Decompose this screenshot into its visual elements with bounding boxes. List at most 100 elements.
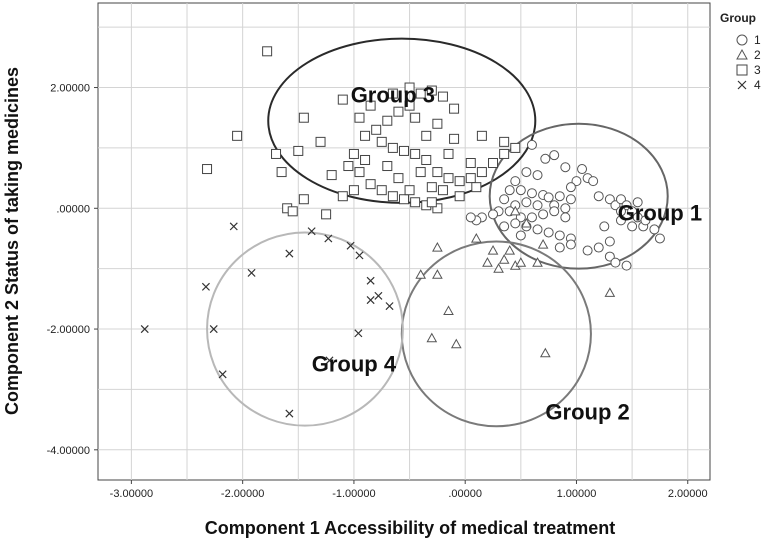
point-group-3 bbox=[404, 100, 415, 111]
point-group-3 bbox=[421, 130, 432, 141]
point-group-3 bbox=[387, 142, 398, 153]
point-group-1 bbox=[604, 194, 615, 205]
point-group-3 bbox=[410, 197, 421, 208]
point-group-3 bbox=[476, 130, 487, 141]
point-group-2 bbox=[604, 287, 616, 297]
point-group-3 bbox=[437, 185, 448, 196]
point-group-3 bbox=[298, 112, 309, 123]
point-group-1 bbox=[540, 153, 551, 164]
point-group-3 bbox=[271, 148, 282, 159]
point-group-3 bbox=[426, 197, 437, 208]
point-group-2 bbox=[504, 245, 516, 255]
point-group-1 bbox=[582, 245, 593, 256]
point-group-3 bbox=[232, 130, 243, 141]
point-group-2 bbox=[515, 257, 527, 267]
point-group-3 bbox=[360, 154, 371, 165]
point-group-4 bbox=[307, 227, 316, 236]
point-group-3 bbox=[454, 176, 465, 187]
point-group-1 bbox=[510, 218, 521, 229]
point-group-1 bbox=[565, 182, 576, 193]
point-group-2 bbox=[426, 332, 438, 343]
point-group-3 bbox=[387, 191, 398, 202]
point-group-3 bbox=[337, 94, 348, 105]
point-group-1 bbox=[488, 209, 499, 220]
ellipse-group-1 bbox=[488, 122, 669, 270]
data-points bbox=[140, 46, 665, 418]
point-group-3 bbox=[371, 124, 382, 135]
point-group-2 bbox=[482, 257, 493, 267]
point-group-3 bbox=[293, 145, 304, 156]
point-group-4 bbox=[140, 325, 149, 334]
point-group-3 bbox=[354, 167, 365, 178]
point-group-3 bbox=[348, 148, 359, 159]
point-group-2 bbox=[539, 347, 551, 358]
point-group-4 bbox=[325, 356, 334, 365]
point-group-1 bbox=[499, 194, 510, 205]
y-tick-label: 2.00000 bbox=[50, 83, 90, 95]
annotation-group-1: Group 1 bbox=[618, 200, 702, 225]
legend-label-4: 4 bbox=[754, 78, 761, 92]
legend-title: Group bbox=[720, 11, 756, 25]
point-group-2 bbox=[450, 338, 462, 349]
legend-marker-2 bbox=[736, 48, 748, 60]
point-group-4 bbox=[247, 268, 256, 277]
x-axis-title: Component 1 Accessibility of medical tre… bbox=[205, 518, 615, 538]
point-group-1 bbox=[588, 176, 599, 187]
point-group-1 bbox=[649, 224, 660, 235]
point-group-3 bbox=[432, 203, 443, 214]
point-group-3 bbox=[476, 167, 487, 178]
group-annotations: Group 3 Group 1 Group 2 Group 4 bbox=[312, 83, 702, 425]
point-group-2 bbox=[470, 232, 482, 243]
point-group-3 bbox=[449, 133, 460, 144]
point-group-1 bbox=[593, 242, 604, 253]
point-group-3 bbox=[315, 136, 326, 147]
point-group-3 bbox=[499, 136, 510, 147]
point-group-3 bbox=[393, 106, 404, 117]
point-group-2 bbox=[498, 254, 510, 264]
point-group-3 bbox=[376, 185, 387, 196]
point-group-4 bbox=[285, 249, 294, 258]
point-group-1 bbox=[604, 251, 615, 262]
point-group-3 bbox=[499, 148, 510, 159]
point-group-3 bbox=[410, 148, 421, 159]
point-group-1 bbox=[615, 194, 626, 205]
legend-marker-3 bbox=[736, 64, 748, 76]
point-group-1 bbox=[521, 197, 532, 208]
point-group-4 bbox=[354, 329, 363, 338]
point-group-2 bbox=[493, 263, 504, 273]
x-tick-label: -2.00000 bbox=[221, 488, 264, 500]
point-group-4 bbox=[374, 291, 383, 300]
point-group-1 bbox=[554, 191, 565, 202]
point-group-3 bbox=[262, 46, 273, 57]
point-group-4 bbox=[355, 251, 364, 260]
point-group-1 bbox=[599, 221, 610, 232]
point-group-1 bbox=[532, 224, 543, 235]
point-group-2 bbox=[432, 242, 443, 252]
point-group-4 bbox=[346, 241, 355, 250]
gridlines bbox=[98, 3, 710, 480]
point-group-1 bbox=[654, 233, 665, 244]
point-group-1 bbox=[571, 176, 582, 187]
point-group-3 bbox=[360, 130, 371, 141]
point-group-1 bbox=[554, 230, 565, 241]
point-group-1 bbox=[610, 200, 621, 211]
legend-label-1: 1 bbox=[754, 33, 761, 47]
point-group-3 bbox=[432, 118, 443, 129]
point-group-3 bbox=[354, 112, 365, 123]
point-group-3 bbox=[365, 100, 376, 111]
point-group-1 bbox=[543, 192, 554, 203]
point-group-4 bbox=[324, 234, 333, 243]
point-group-3 bbox=[443, 173, 454, 184]
x-tick-label: -1.00000 bbox=[332, 488, 375, 500]
point-group-1 bbox=[621, 200, 632, 211]
point-group-3 bbox=[454, 191, 465, 202]
point-group-1 bbox=[577, 164, 588, 175]
point-group-1 bbox=[526, 139, 537, 150]
point-group-1 bbox=[640, 215, 651, 226]
point-group-3 bbox=[337, 191, 348, 202]
annotation-group-4: Group 4 bbox=[312, 351, 397, 376]
y-tick-label: -2.00000 bbox=[47, 324, 90, 336]
point-group-1 bbox=[632, 197, 643, 208]
point-group-1 bbox=[554, 242, 565, 253]
